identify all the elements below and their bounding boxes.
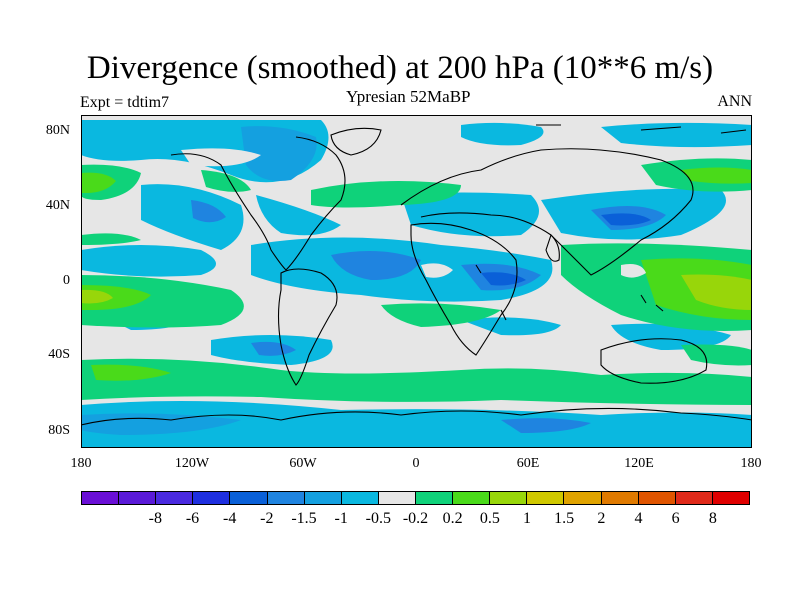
neg-region	[601, 213, 651, 226]
pos-region	[81, 233, 141, 245]
neg-region	[81, 245, 216, 277]
colorbar-swatch	[415, 492, 454, 504]
neg-region	[461, 122, 544, 146]
chart-title: Divergence (smoothed) at 200 hPa (10**6 …	[86, 50, 714, 86]
colorbar-swatch	[341, 492, 379, 504]
colorbar-label: -0.5	[365, 510, 391, 527]
colorbar-label: -8	[148, 510, 162, 527]
lon-label-180e: 180	[740, 456, 762, 471]
neg-region	[401, 192, 539, 237]
colorbar	[81, 491, 750, 505]
colorbar-swatch	[564, 492, 602, 504]
neg-region	[241, 126, 317, 181]
colorbar-swatch	[119, 492, 157, 504]
coastline-india	[545, 233, 560, 262]
colorbar-label: 1	[523, 510, 531, 527]
neg-region	[461, 317, 561, 336]
colorbar-swatch	[378, 492, 416, 504]
neg-region	[501, 418, 591, 433]
coastline-eurasia	[400, 148, 694, 276]
colorbar-label: 0.5	[479, 510, 500, 527]
neutral-region	[181, 148, 261, 167]
lon-label-180w: 180	[70, 456, 92, 471]
pos-region	[81, 289, 113, 304]
lat-label-80s: 80S	[48, 423, 70, 438]
neutral-region	[621, 264, 646, 278]
map-frame	[81, 115, 752, 448]
chart-subtitle: Ypresian 52MaBP	[346, 87, 471, 106]
coastline-south-america	[277, 268, 338, 386]
colorbar-label: 8	[708, 510, 717, 527]
colorbar-label: 1.5	[554, 510, 575, 527]
positive-divergence-field	[81, 158, 752, 405]
colorbar-swatch	[490, 492, 528, 504]
pos-region	[311, 181, 461, 208]
neutral-field	[181, 148, 646, 278]
neg-region	[81, 401, 752, 448]
neg-region	[331, 251, 421, 280]
lon-label-120w: 120W	[174, 456, 210, 471]
season-label: ANN	[717, 93, 752, 110]
coastline-north-america	[170, 136, 346, 271]
colorbar-label: -6	[185, 510, 200, 527]
coastline-antarctica	[81, 407, 752, 426]
colorbar-label: 2	[597, 510, 606, 527]
colorbar-label: 0.2	[442, 510, 463, 527]
lon-label-60w: 60W	[289, 456, 317, 471]
pos-region	[681, 167, 752, 184]
colorbar-label: 4	[634, 510, 643, 527]
coastline-greenland	[330, 127, 382, 156]
lon-label-120e: 120E	[624, 456, 654, 471]
neg-region	[251, 341, 296, 356]
colorbar-swatch	[453, 492, 491, 504]
neutral-region	[421, 263, 453, 278]
lat-label-0: 0	[63, 273, 70, 288]
neg-region	[601, 122, 752, 148]
pos-region	[681, 344, 752, 366]
pos-region	[91, 364, 171, 381]
colorbar-swatch	[230, 492, 268, 504]
colorbar-swatch	[675, 492, 713, 504]
colorbar-swatch	[193, 492, 231, 504]
lat-label-40n: 40N	[45, 198, 70, 213]
divergence-map	[81, 115, 752, 448]
neg-region	[191, 200, 226, 223]
map-panel	[81, 115, 752, 448]
pos-region	[681, 274, 752, 310]
coastline-australia	[600, 338, 708, 384]
experiment-label: Expt = tdtim7	[80, 94, 170, 111]
negative-divergence-field	[81, 120, 752, 448]
colorbar-label: -0.2	[402, 510, 429, 527]
colorbar-swatch	[156, 492, 194, 504]
neg-region	[256, 195, 341, 236]
colorbar-label: -4	[222, 510, 237, 527]
lat-label-80n: 80N	[45, 123, 70, 138]
coastlines	[81, 124, 752, 426]
pos-region	[81, 172, 116, 193]
neg-region	[481, 272, 526, 286]
colorbar-swatch	[601, 492, 639, 504]
coastline-africa	[410, 222, 518, 356]
colorbar-label: -1	[334, 510, 348, 527]
colorbar-swatch	[267, 492, 305, 504]
colorbar-label: -1.5	[291, 510, 317, 527]
colorbar-label: -2	[260, 510, 274, 527]
colorbar-swatch	[638, 492, 676, 504]
colorbar-swatch	[304, 492, 342, 504]
neg-region	[141, 184, 244, 250]
colorbar-swatch	[712, 492, 749, 504]
pos-region	[81, 358, 752, 405]
colorbar-swatch	[82, 492, 120, 504]
lon-label-60e: 60E	[516, 456, 540, 471]
colorbar-label: 6	[671, 510, 680, 527]
lon-label-0: 0	[412, 456, 420, 471]
coastline-islands	[475, 124, 747, 321]
lat-label-40s: 40S	[48, 347, 70, 362]
neg-region	[611, 323, 731, 350]
pos-region	[201, 170, 251, 192]
pos-region	[381, 303, 501, 327]
colorbar-swatch	[527, 492, 565, 504]
